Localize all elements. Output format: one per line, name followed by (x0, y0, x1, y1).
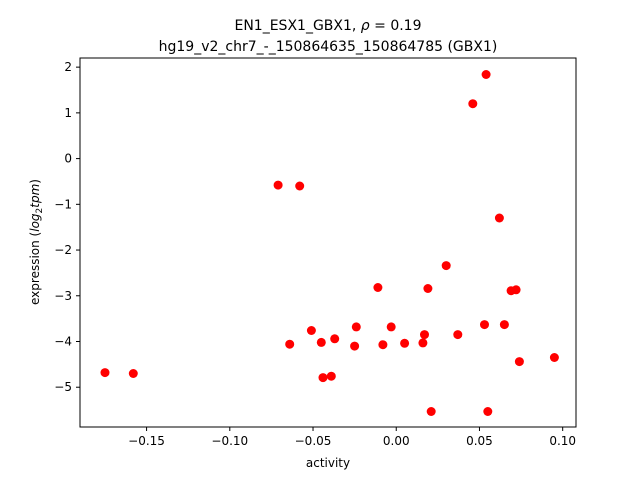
scatter-point (423, 284, 433, 293)
scatter-point (378, 340, 388, 350)
x-tick-label: 0.05 (466, 434, 493, 448)
scatter-point (326, 371, 336, 381)
x-tick-label: 0.10 (549, 434, 576, 448)
scatter-point (386, 322, 396, 332)
x-tick-label: −0.10 (211, 434, 248, 448)
x-tick-label: 0.00 (383, 434, 410, 448)
scatter-point (373, 283, 383, 292)
scatter-point (453, 330, 463, 340)
x-tick-label: −0.15 (128, 434, 165, 448)
y-axis-ticks: 2 1 0 −1 −2 −3 −4 −5 (54, 60, 80, 394)
scatter-point (480, 320, 489, 330)
scatter-point (499, 320, 509, 330)
plot-area-frame (79, 57, 577, 428)
scatter-point (514, 357, 524, 367)
scatter-point (316, 337, 326, 347)
scatter-point (100, 368, 110, 378)
scatter-point (351, 322, 361, 332)
chart-title-line2: hg19_v2_chr7_-_150864635_150864785 (GBX1… (159, 39, 498, 55)
y-tick-label: 2 (64, 60, 72, 74)
scatter-point (285, 339, 295, 349)
y-tick-label: −4 (54, 334, 72, 348)
x-axis-ticks: −0.15 −0.10 −0.05 0.00 0.05 0.10 (128, 427, 576, 448)
y-tick-label: 0 (64, 152, 72, 166)
scatter-point (330, 334, 340, 344)
y-tick-label: 1 (64, 106, 72, 120)
y-tick-label: −2 (54, 243, 72, 257)
scatter-point (418, 338, 428, 348)
scatter-point (468, 99, 478, 109)
scatter-point (273, 180, 283, 190)
scatter-point (441, 261, 451, 271)
y-axis-label: expression (log2tpm) (28, 179, 45, 305)
scatter-point (511, 285, 521, 295)
scatter-point (481, 70, 491, 79)
scatter-point (128, 369, 138, 378)
scatter-point (494, 213, 504, 223)
y-tick-label: −3 (54, 289, 72, 303)
y-tick-label: −1 (54, 197, 72, 211)
points-layer (100, 70, 559, 416)
x-tick-label: −0.05 (295, 434, 332, 448)
y-tick-label: −5 (54, 380, 72, 394)
scatter-point (420, 330, 429, 340)
scatter-point (295, 181, 305, 191)
scatter-point (350, 341, 360, 351)
chart-title-line1: EN1_ESX1_GBX1, ρ = 0.19 (234, 18, 421, 34)
scatter-point (318, 373, 328, 383)
scatter-point (483, 407, 493, 416)
scatter-point (306, 326, 316, 335)
scatter-point (400, 338, 410, 348)
scatter-point (426, 407, 436, 416)
x-axis-label: activity (306, 456, 350, 470)
scatter-point (549, 353, 559, 362)
